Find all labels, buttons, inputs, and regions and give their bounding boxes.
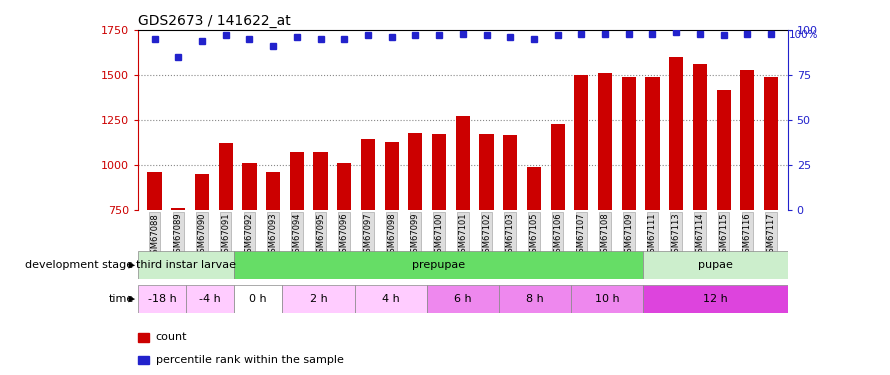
Bar [643, 251, 788, 279]
Text: third instar larvae: third instar larvae [136, 260, 236, 270]
Text: 100%: 100% [789, 30, 819, 40]
Bar [716, 90, 731, 210]
Bar [740, 70, 755, 210]
Bar [313, 152, 328, 210]
Bar [598, 73, 612, 210]
Text: 4 h: 4 h [382, 294, 400, 304]
Bar [645, 77, 659, 210]
Bar [186, 285, 234, 313]
Text: 8 h: 8 h [526, 294, 544, 304]
Bar [266, 172, 280, 210]
Bar [337, 163, 352, 210]
Bar [219, 143, 233, 210]
Bar [171, 208, 185, 210]
Bar [527, 167, 541, 210]
Bar [426, 285, 499, 313]
Bar [282, 285, 354, 313]
Bar [456, 116, 470, 210]
Bar [692, 64, 707, 210]
Bar [138, 251, 234, 279]
Bar [643, 285, 788, 313]
Text: time: time [109, 294, 134, 304]
Bar [234, 251, 643, 279]
Text: 6 h: 6 h [454, 294, 472, 304]
Text: count: count [156, 333, 187, 342]
Bar [551, 124, 565, 210]
Bar [574, 75, 588, 210]
Bar [480, 134, 494, 210]
Bar [290, 152, 303, 210]
Bar [148, 172, 162, 210]
Text: pupae: pupae [698, 260, 732, 270]
Text: -18 h: -18 h [148, 294, 176, 304]
Text: prepupae: prepupae [412, 260, 465, 270]
Bar [669, 57, 684, 210]
Text: 10 h: 10 h [595, 294, 619, 304]
Text: GDS2673 / 141622_at: GDS2673 / 141622_at [138, 13, 291, 28]
Bar [138, 285, 186, 313]
Text: 0 h: 0 h [249, 294, 267, 304]
Text: 2 h: 2 h [310, 294, 328, 304]
Bar [242, 163, 256, 210]
Text: percentile rank within the sample: percentile rank within the sample [156, 355, 344, 365]
Bar [571, 285, 643, 313]
Bar [384, 142, 399, 210]
Bar [234, 285, 282, 313]
Bar [503, 135, 517, 210]
Bar [499, 285, 571, 313]
Text: 12 h: 12 h [703, 294, 728, 304]
Bar [622, 77, 635, 210]
Bar [195, 174, 209, 210]
Bar [764, 77, 778, 210]
Bar [432, 134, 446, 210]
Bar [360, 139, 375, 210]
Text: -4 h: -4 h [199, 294, 221, 304]
Bar [409, 133, 423, 210]
Bar [354, 285, 426, 313]
Text: development stage: development stage [26, 260, 134, 270]
